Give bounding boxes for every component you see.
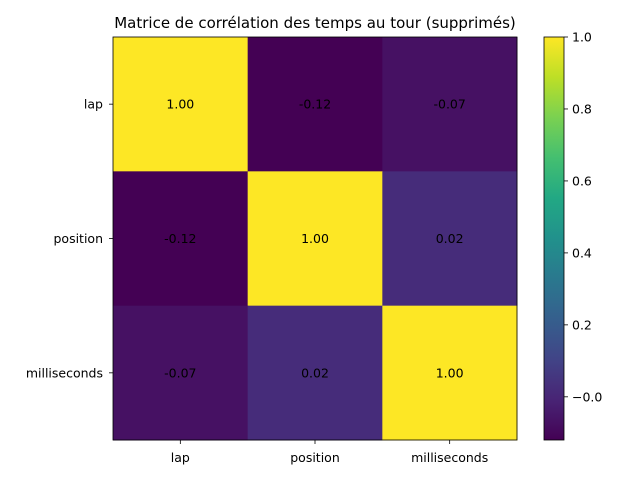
y-tick-label: milliseconds <box>26 365 103 380</box>
y-axis: lap position milliseconds <box>26 97 113 380</box>
colorbar-tick-label: 1.0 <box>572 30 592 45</box>
heatmap-cell <box>247 37 383 172</box>
heatmap-cell <box>382 171 518 307</box>
colorbar-tick-label: 0.8 <box>572 101 592 116</box>
colorbar-gradient <box>543 36 565 441</box>
x-tick-label: milliseconds <box>411 450 488 465</box>
colorbar: −0.0 0.2 0.4 0.6 0.8 1.0 <box>543 30 602 441</box>
chart-title: Matrice de corrélation des temps au tour… <box>114 14 516 32</box>
cell-value-label: -0.07 <box>433 97 465 112</box>
y-tick-label: position <box>53 231 103 246</box>
cell-value-label: 0.02 <box>301 365 329 380</box>
cell-value-label: -0.07 <box>164 365 196 380</box>
x-axis: lap position milliseconds <box>171 440 488 465</box>
heatmap-cell <box>113 171 249 307</box>
colorbar-tick-label: 0.2 <box>572 317 592 332</box>
heatmap-cell <box>113 305 249 441</box>
cell-value-label: 1.00 <box>436 365 464 380</box>
cell-value-label: -0.12 <box>299 97 331 112</box>
heatmap-cell <box>247 305 383 441</box>
colorbar-tick-label: −0.0 <box>572 389 602 404</box>
x-tick-label: position <box>290 450 340 465</box>
cell-value-label: 0.02 <box>436 231 464 246</box>
heatmap-cell <box>113 37 249 172</box>
x-tick-label: lap <box>171 450 190 465</box>
heatmap-cell <box>382 37 518 172</box>
colorbar-tick-label: 0.6 <box>572 173 592 188</box>
cell-value-label: 1.00 <box>166 97 194 112</box>
cell-value-label: -0.12 <box>164 231 196 246</box>
heatmap-cell <box>247 171 383 307</box>
heatmap-cell-labels: 1.00 -0.12 -0.07 -0.12 1.00 0.02 -0.07 0.02 1.00 <box>164 97 466 381</box>
y-tick-label: lap <box>84 97 103 112</box>
cell-value-label: 1.00 <box>301 231 329 246</box>
heatmap-cells <box>112 36 518 441</box>
colorbar-tick-label: 0.4 <box>572 245 592 260</box>
heatmap-cell <box>382 305 518 441</box>
